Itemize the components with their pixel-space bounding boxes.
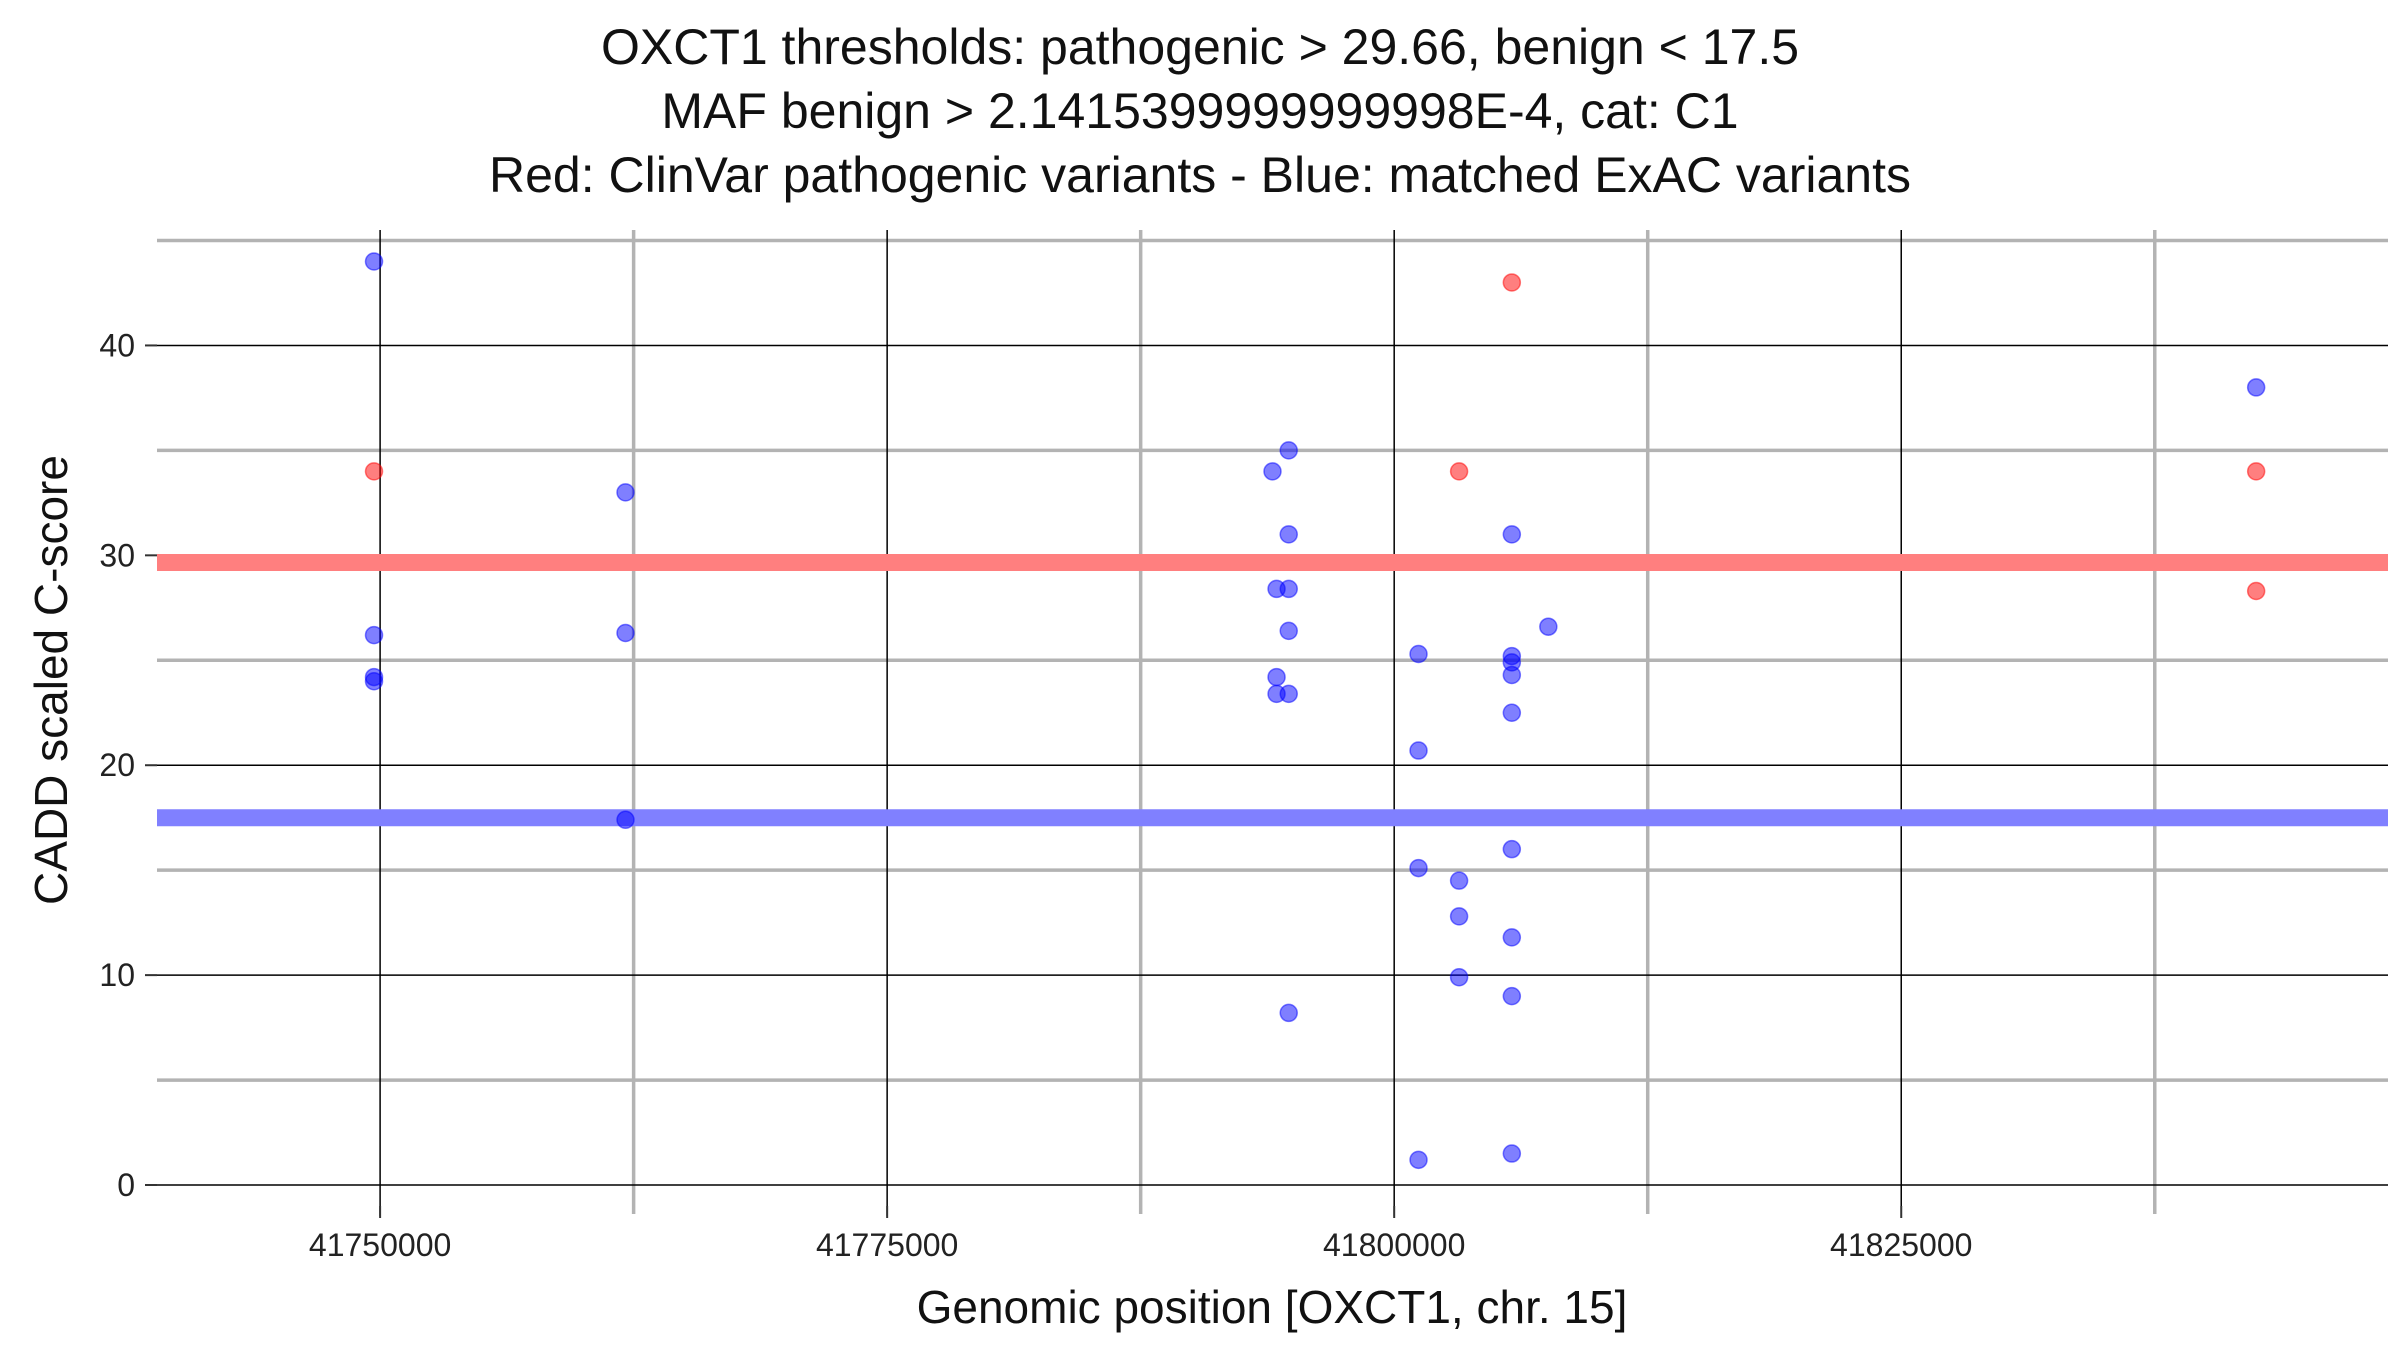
exac-point [1502,928,1522,947]
y-tick-label: 0 [117,1167,135,1203]
exac-point [1279,1003,1298,1023]
exac-point [364,252,384,271]
tick-labels: 0 10 20 30 40 41750000 41775000 41800000 4182500… [99,327,1972,1263]
x-tick-label: 41775000 [816,1227,958,1263]
exac-point [616,810,635,830]
exac-point [1279,441,1298,460]
y-tick-label: 30 [99,537,135,573]
x-tick-label: 41750000 [309,1227,451,1263]
major-grid [157,230,2388,1216]
exac-point [1502,525,1522,544]
y-tick-label: 40 [99,327,135,363]
exac-point [1279,525,1298,544]
exac-point [364,672,384,691]
axes [145,344,1903,1218]
exac-point [1409,644,1428,664]
exac-point [616,623,635,643]
chart-title-line-2: MAF benign > 2.1415399999999998E-4, cat:… [661,83,1739,139]
clinvar-point [364,462,384,481]
exac-point [1449,967,1469,987]
exac-point [1267,667,1286,687]
clinvar-point [1449,462,1469,481]
exac-point [1279,621,1298,641]
chart-title-line-1: OXCT1 thresholds: pathogenic > 29.66, be… [600,19,1800,75]
chart-title-line-3: Red: ClinVar pathogenic variants - Blue:… [489,147,1911,203]
x-tick-label: 41800000 [1323,1227,1465,1263]
clinvar-point [2246,581,2266,601]
x-axis-title: Genomic position [OXCT1, chr. 15] [917,1281,1628,1333]
y-tick-label: 10 [99,957,135,993]
exac-point [1409,858,1428,878]
exac-point [1263,462,1282,481]
threshold-lines [157,553,2388,827]
y-tick-label: 20 [99,747,135,783]
exac-point [1449,871,1469,890]
exac-point [1502,986,1522,1006]
exac-point [1409,741,1428,760]
exac-point [1502,703,1522,723]
exac-point [1502,839,1522,859]
minor-grid [157,230,2388,1214]
exac-point [364,625,384,645]
clinvar-point [1502,273,1522,292]
data-points [364,252,2266,1170]
clinvar-point [2246,462,2266,481]
exac-point [2246,378,2266,397]
exac-point [1279,684,1298,704]
y-axis-title: CADD scaled C-score [25,455,77,905]
exac-point [1279,579,1298,599]
exac-point [1449,907,1469,926]
exac-point [616,483,635,502]
exac-point [1409,1150,1428,1170]
exac-point [1539,617,1558,636]
exac-point [1502,1144,1522,1163]
exac-point [1502,665,1522,685]
x-tick-label: 41825000 [1830,1227,1972,1263]
